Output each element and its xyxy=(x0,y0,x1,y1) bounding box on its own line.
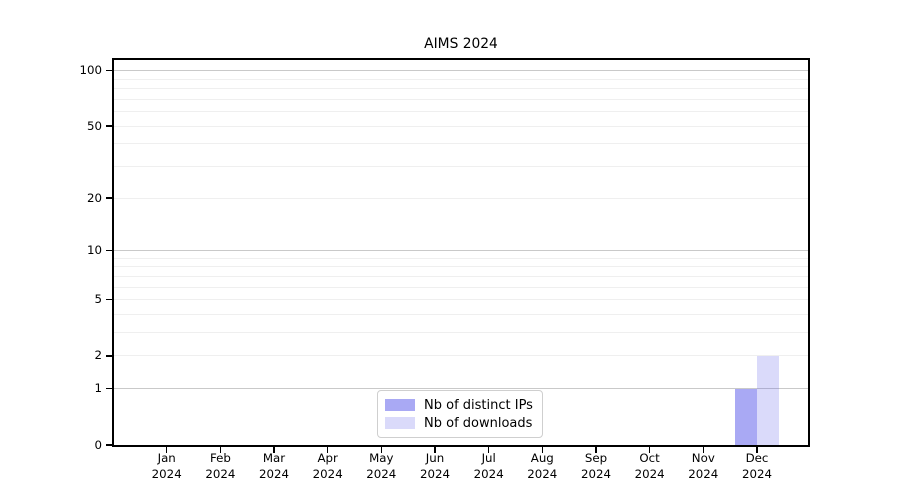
legend-label: Nb of downloads xyxy=(424,415,533,431)
y-tick-label: 10 xyxy=(86,243,102,257)
x-tick xyxy=(166,446,168,453)
y-tick-label: 100 xyxy=(79,63,102,78)
plot-area xyxy=(114,60,808,445)
legend-item: Nb of distinct IPs xyxy=(385,398,535,413)
gridline-major xyxy=(114,249,808,252)
axis-spine-left xyxy=(112,58,114,447)
x-tick-year: 2024 xyxy=(419,466,451,481)
x-tick-year: 2024 xyxy=(527,466,558,481)
x-tick-year: 2024 xyxy=(688,466,719,481)
y-tick xyxy=(106,355,113,357)
gridline-minor xyxy=(114,299,808,301)
x-tick-label: Dec 2024 xyxy=(725,450,789,482)
gridline-minor xyxy=(114,266,808,268)
x-tick-year: 2024 xyxy=(151,466,182,481)
gridline-minor xyxy=(114,143,808,145)
y-tick-label: 50 xyxy=(86,118,102,133)
gridline-minor xyxy=(114,257,808,259)
x-tick-month: May xyxy=(369,450,394,465)
x-tick-year: 2024 xyxy=(580,466,612,481)
gridline-minor xyxy=(114,197,808,199)
x-tick-month: Jul xyxy=(481,450,496,465)
x-tick-label: May 2024 xyxy=(349,450,413,482)
x-tick xyxy=(595,446,597,453)
x-tick-year: 2024 xyxy=(258,466,290,481)
gridline-minor xyxy=(114,275,808,277)
x-tick-label: Jun 2024 xyxy=(403,450,467,482)
x-tick xyxy=(541,446,543,453)
legend-item: Nb of downloads xyxy=(385,416,535,431)
axis-spine-top xyxy=(112,58,810,60)
x-tick-year: 2024 xyxy=(312,466,343,481)
x-tick-label: Jul 2024 xyxy=(457,450,521,482)
gridline-minor xyxy=(114,355,808,357)
x-tick-month: Dec xyxy=(745,450,769,465)
x-tick-year: 2024 xyxy=(634,466,665,481)
x-tick-year: 2024 xyxy=(205,466,236,481)
x-tick-month: Sep xyxy=(584,450,608,465)
chart-title: AIMS 2024 xyxy=(424,36,498,52)
x-tick-month: Mar xyxy=(262,450,286,465)
y-tick xyxy=(106,249,113,252)
y-tick xyxy=(106,197,113,199)
y-tick xyxy=(106,298,113,301)
gridline-minor xyxy=(114,78,808,80)
legend-swatch-distinct-ips xyxy=(385,399,415,411)
x-tick-label: Jan 2024 xyxy=(135,450,199,482)
gridline-minor xyxy=(114,313,808,315)
x-tick-month: Feb xyxy=(209,450,231,465)
gridline-minor xyxy=(114,165,808,167)
x-tick-label: Apr 2024 xyxy=(296,450,360,482)
y-tick-label: 0 xyxy=(94,437,102,452)
x-tick-month: Nov xyxy=(691,450,715,465)
x-tick-month: Apr xyxy=(317,450,338,465)
x-tick-month: Oct xyxy=(639,450,660,465)
x-tick xyxy=(488,446,490,453)
axis-spine-bottom xyxy=(112,445,810,447)
legend-label: Nb of distinct IPs xyxy=(424,397,533,413)
x-tick-year: 2024 xyxy=(366,466,397,481)
gridline-major xyxy=(114,388,808,390)
x-tick xyxy=(327,446,329,453)
y-tick xyxy=(106,69,113,72)
x-tick-label: Aug 2024 xyxy=(510,450,574,482)
gridline-minor xyxy=(114,125,808,127)
x-tick xyxy=(648,446,651,453)
x-tick-year: 2024 xyxy=(741,466,773,481)
gridline-minor xyxy=(114,98,808,100)
gridline-major xyxy=(114,70,808,72)
x-tick xyxy=(434,446,436,453)
x-tick xyxy=(219,446,222,453)
x-tick-label: Oct 2024 xyxy=(618,450,682,482)
axis-spine-right xyxy=(808,58,810,447)
bar-nb-of-distinct-ips xyxy=(735,388,757,445)
x-tick-month: Aug xyxy=(530,450,554,465)
y-tick-label: 1 xyxy=(94,381,102,396)
y-tick-label: 20 xyxy=(86,190,102,205)
gridline-minor xyxy=(114,286,808,288)
x-tick-label: Nov 2024 xyxy=(671,450,735,482)
x-tick xyxy=(756,446,758,453)
legend-swatch-downloads xyxy=(385,417,415,429)
y-tick xyxy=(106,388,113,390)
x-tick-month: Jun xyxy=(425,450,445,465)
x-tick xyxy=(380,446,382,453)
y-tick xyxy=(106,125,113,127)
y-tick-label: 2 xyxy=(94,348,102,363)
x-tick xyxy=(273,446,275,453)
gridline-minor xyxy=(114,332,808,333)
y-tick xyxy=(106,444,113,446)
bar-nb-of-downloads xyxy=(757,355,779,445)
x-tick-label: Sep 2024 xyxy=(564,450,628,482)
gridline-minor xyxy=(114,88,808,89)
x-tick-year: 2024 xyxy=(473,466,504,481)
x-tick-label: Mar 2024 xyxy=(242,450,306,482)
y-tick-label: 5 xyxy=(94,292,102,307)
x-tick-label: Feb 2024 xyxy=(188,450,252,482)
legend: Nb of distinct IPs Nb of downloads xyxy=(377,390,543,438)
gridline-minor xyxy=(114,111,808,112)
x-tick xyxy=(702,446,704,453)
x-tick-month: Jan xyxy=(157,450,176,465)
